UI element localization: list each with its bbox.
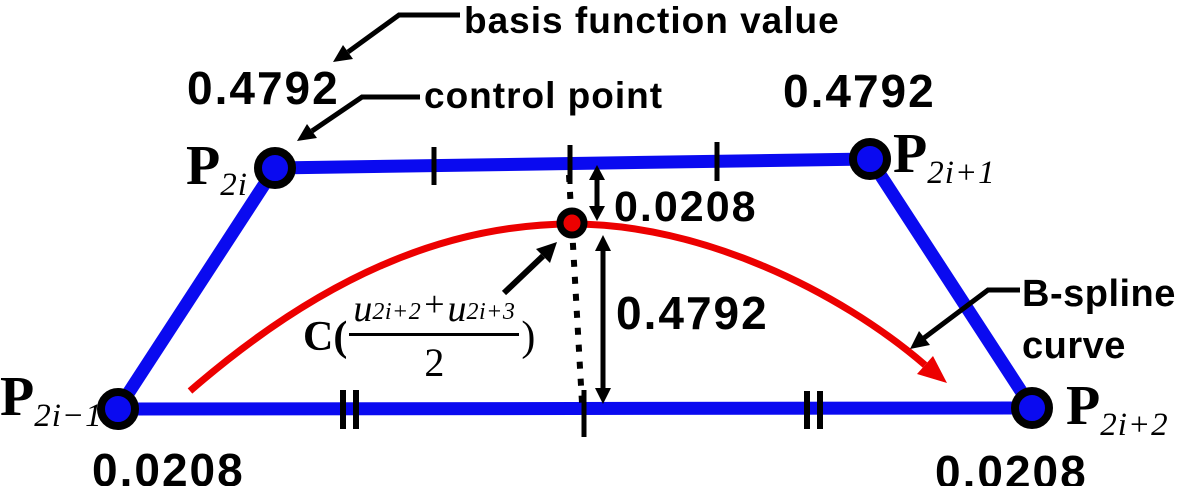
label-p2i: P 2i bbox=[186, 138, 248, 202]
control-point-leader-line bbox=[310, 94, 420, 134]
label-p2i-plus2-base: P bbox=[1066, 375, 1101, 437]
formula-u1-sub: 2i+2 bbox=[372, 299, 422, 325]
label-p2i-sub: 2i bbox=[220, 167, 248, 203]
control-point-arrowhead bbox=[297, 124, 317, 141]
formula-u2: u bbox=[447, 288, 467, 330]
formula-fraction: u 2i+2 + u 2i+3 2 bbox=[349, 284, 520, 386]
formula-plus: + bbox=[424, 284, 445, 324]
formula-u1: u bbox=[353, 288, 373, 330]
label-p2i-plus2: P 2i+2 bbox=[1066, 378, 1169, 442]
formula-open: C( bbox=[303, 313, 348, 360]
formula-u2-sub: 2i+3 bbox=[466, 299, 516, 325]
label-p2i-plus2-sub: 2i+2 bbox=[1100, 407, 1169, 443]
offset-value-top: 0.0208 bbox=[614, 183, 758, 231]
offset-value-bottom: 0.4792 bbox=[616, 287, 769, 339]
control-point-label: control point bbox=[424, 75, 664, 116]
label-p2i-minus1-sub: 2i−1 bbox=[34, 398, 103, 434]
bspline-curve-label-line1: B-spline bbox=[1022, 273, 1176, 315]
bspline-curve-label-line2: curve bbox=[1022, 325, 1126, 368]
label-p2i-plus1-sub: 2i+1 bbox=[927, 155, 996, 191]
curve-parameter-formula: C( u 2i+2 + u 2i+3 2 ) bbox=[303, 284, 536, 386]
basis-function-value-label: basis function value bbox=[464, 0, 840, 41]
polygon-right-edge bbox=[864, 155, 1038, 412]
basis-value-arrowhead bbox=[333, 45, 353, 62]
control-point-p2i-plus2 bbox=[1011, 387, 1053, 429]
control-point-p2i bbox=[254, 147, 296, 189]
basis-value-top-left: 0.4792 bbox=[187, 62, 340, 114]
polygon-bottom-edge bbox=[117, 401, 1033, 416]
curve-midpoint-dot bbox=[556, 207, 588, 239]
offset-bottom-arrowhead-down bbox=[595, 388, 611, 404]
formula-denominator: 2 bbox=[424, 340, 445, 385]
formula-numerator: u 2i+2 + u 2i+3 bbox=[349, 284, 520, 336]
bspline-label-arrowhead bbox=[910, 331, 930, 349]
formula-leader-line bbox=[501, 253, 546, 296]
label-p2i-minus1-base: P bbox=[0, 366, 35, 428]
control-point-p2i-plus1 bbox=[849, 138, 891, 180]
bspline-curve-arrowhead bbox=[917, 356, 947, 383]
label-p2i-minus1: P 2i−1 bbox=[0, 369, 103, 433]
basis-value-leader-line bbox=[346, 12, 460, 55]
basis-value-bottom-left: 0.0208 bbox=[92, 444, 245, 486]
offset-top-arrowhead-down bbox=[589, 206, 605, 221]
basis-value-top-right: 0.4792 bbox=[783, 65, 936, 117]
label-p2i-base: P bbox=[186, 135, 221, 197]
offset-bottom-arrowhead-up bbox=[595, 235, 611, 251]
formula-close: ) bbox=[521, 313, 536, 360]
bspline-curve-label: B-spline curve bbox=[1022, 268, 1176, 372]
control-point-p2i-minus1 bbox=[97, 388, 139, 430]
label-p2i-plus1: P 2i+1 bbox=[893, 126, 996, 190]
polygon-left-edge bbox=[112, 164, 281, 413]
basis-value-bottom-right: 0.0208 bbox=[935, 446, 1088, 486]
offset-top-arrowhead-up bbox=[589, 165, 605, 180]
formula-arrowhead bbox=[536, 242, 557, 263]
bspline-curve bbox=[187, 220, 928, 394]
bspline-label-leader-line bbox=[922, 287, 1020, 340]
label-p2i-plus1-base: P bbox=[893, 123, 928, 185]
